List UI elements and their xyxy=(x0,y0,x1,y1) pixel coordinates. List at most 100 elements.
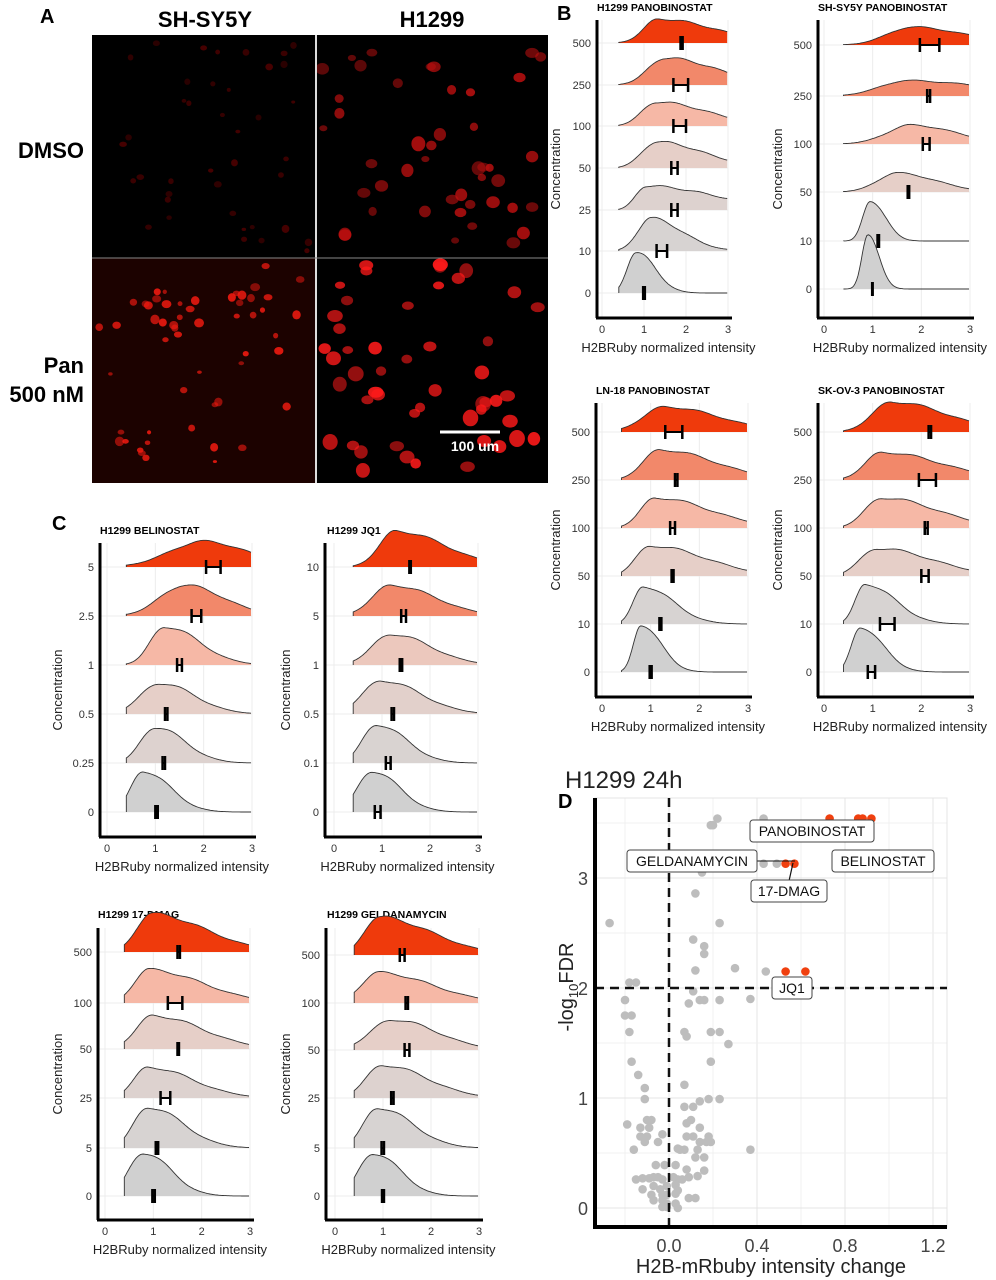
x-tick-label: 0.0 xyxy=(656,1236,681,1256)
y-tick-label: 5 xyxy=(313,611,319,623)
cell-nucleus xyxy=(273,332,279,339)
cell-nucleus xyxy=(219,112,225,118)
y-tick-label: 500 xyxy=(794,40,812,52)
cell-nucleus xyxy=(492,440,507,454)
ridge-25-outline xyxy=(353,1065,479,1098)
cell-nucleus xyxy=(433,281,445,290)
plot-title: LN-18 PANOBINOSTAT xyxy=(596,385,710,397)
x-tick-label: 0 xyxy=(332,1226,338,1238)
cell-nucleus xyxy=(153,288,161,296)
cell-nucleus xyxy=(491,174,506,188)
data-point xyxy=(691,1193,700,1203)
x-tick-label: 2 xyxy=(683,324,689,336)
cell-nucleus xyxy=(375,366,387,376)
ridge-0-outline xyxy=(123,1153,249,1197)
cell-nucleus xyxy=(117,429,125,435)
ridge-10-mean-interval xyxy=(655,244,669,258)
cell-nucleus xyxy=(173,331,183,338)
ridge-0-outline xyxy=(618,252,728,294)
ridge-100-density xyxy=(621,498,748,528)
cell-nucleus xyxy=(315,63,330,75)
cell-nucleus xyxy=(235,299,244,307)
cell-nucleus xyxy=(241,236,248,242)
cell-nucleus xyxy=(327,309,343,322)
data-point xyxy=(640,1094,650,1104)
cell-nucleus xyxy=(401,301,414,310)
cell-nucleus xyxy=(137,450,146,457)
cell-nucleus xyxy=(145,224,152,230)
cell-nucleus xyxy=(208,168,214,173)
y-tick-label: 50 xyxy=(578,571,590,583)
y-tick-label: 10 xyxy=(578,619,590,631)
ridge-0.25-mean-interval xyxy=(161,756,167,770)
data-point xyxy=(638,1185,647,1194)
ridge-500-mean-interval xyxy=(664,425,684,439)
panel-letter-b: B xyxy=(557,3,571,25)
data-point xyxy=(684,1193,694,1203)
cell-nucleus xyxy=(150,314,160,325)
data-point xyxy=(620,1011,630,1020)
y-tick-label: 250 xyxy=(573,80,591,92)
cell-nucleus xyxy=(482,336,494,347)
panel-letter-a: A xyxy=(40,6,54,28)
cell-nucleus xyxy=(226,87,231,92)
ridge-100-outline xyxy=(618,101,728,126)
data-point xyxy=(688,935,698,944)
cell-nucleus xyxy=(426,140,437,151)
label-connector xyxy=(788,862,794,882)
data-point xyxy=(715,918,724,928)
cell-nucleus xyxy=(401,354,413,364)
y-tick-label: 25 xyxy=(579,205,591,217)
y-axis-title-prefix: -log xyxy=(556,998,578,1031)
data-point xyxy=(647,1115,656,1125)
label-belinostat: BELINOSTAT xyxy=(831,849,935,873)
data-point xyxy=(660,1160,669,1170)
image-h1299-pan xyxy=(316,258,548,483)
plot-title: H1299 JQ1 xyxy=(327,525,381,537)
ridge-0-density xyxy=(124,1154,250,1196)
cell-nucleus xyxy=(122,439,129,444)
data-point xyxy=(627,1011,636,1020)
cell-nucleus xyxy=(423,341,437,352)
data-point xyxy=(605,918,614,928)
data-point xyxy=(699,941,709,951)
data-point xyxy=(691,1153,700,1162)
scale-bar-label: 100 um xyxy=(451,438,499,454)
cell-nucleus xyxy=(507,202,518,214)
cell-nucleus xyxy=(464,199,476,209)
y-tick-label: 50 xyxy=(80,1044,92,1056)
label-text: 17-DMAG xyxy=(758,883,820,899)
y-tick-label: 25 xyxy=(80,1093,92,1105)
ridge-100-density xyxy=(843,498,970,528)
y-tick-label: 0 xyxy=(806,667,812,679)
data-point xyxy=(633,1070,643,1080)
y-axis-title: Concentration xyxy=(770,510,785,591)
ridge-250-outline xyxy=(618,57,728,85)
data-point xyxy=(706,1057,716,1066)
cell-nucleus xyxy=(474,365,490,380)
ridge-1-density xyxy=(126,627,252,665)
y-tick-label: 100 xyxy=(74,998,92,1010)
data-point xyxy=(625,1027,634,1037)
y-tick-label: 10 xyxy=(800,236,812,248)
data-point xyxy=(680,1080,689,1090)
cell-nucleus xyxy=(130,178,137,184)
x-tick-label: 0 xyxy=(331,843,337,855)
data-point xyxy=(708,820,718,830)
ridge-0.25-outline xyxy=(125,727,251,764)
x-tick-label: 0.8 xyxy=(832,1236,857,1256)
cell-nucleus xyxy=(261,262,270,270)
ridge-5-density xyxy=(124,1108,250,1148)
cell-nucleus xyxy=(258,237,265,244)
data-point xyxy=(636,1123,645,1132)
y-tick-label: 250 xyxy=(794,475,812,487)
ridge-0-mean-interval xyxy=(154,805,159,819)
ridge-0-density xyxy=(843,234,970,289)
ridge-0-density xyxy=(843,628,970,672)
cell-nucleus xyxy=(341,295,354,306)
x-tick-label: 1.2 xyxy=(920,1236,945,1256)
ridge-250-outline xyxy=(621,449,748,481)
